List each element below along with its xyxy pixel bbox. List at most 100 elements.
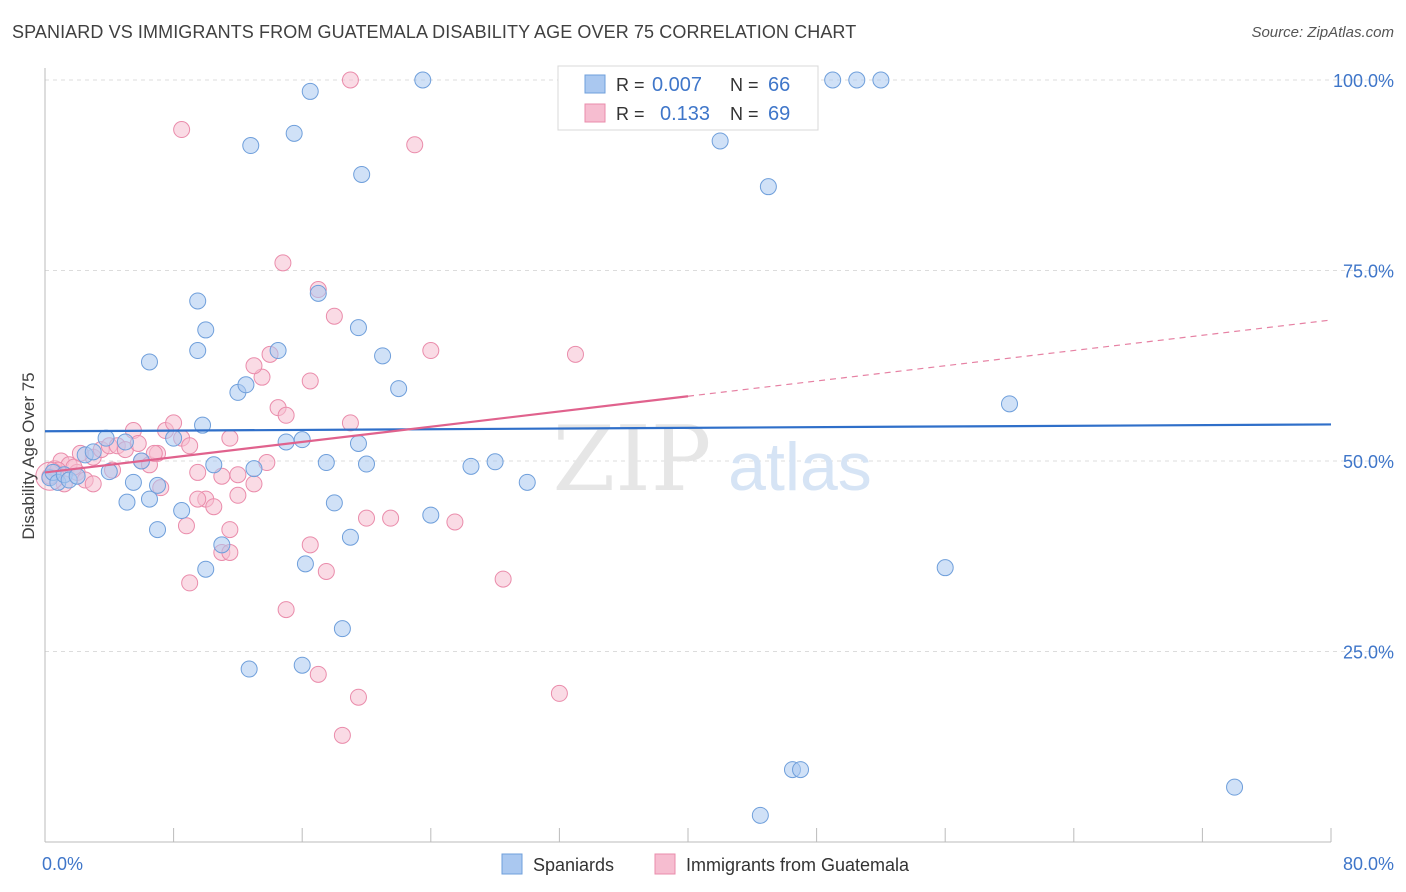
spaniard-point: [118, 493, 136, 511]
spaniard-point: [374, 347, 392, 365]
bottom-legend-spaniards: Spaniards: [533, 855, 614, 875]
spaniard-point: [414, 71, 432, 89]
guatemala-point: [277, 601, 295, 619]
spaniard-point: [422, 506, 440, 524]
watermark: ZIP atlas: [553, 407, 872, 512]
spaniard-point: [349, 434, 367, 452]
guatemala-point: [205, 498, 223, 516]
spaniard-point: [269, 342, 287, 360]
spaniard-point: [792, 761, 810, 779]
spaniard-point: [333, 620, 351, 638]
legend-n-label-1: N =: [730, 75, 759, 95]
y-tick-label: 50.0%: [1343, 452, 1394, 472]
legend-r-value-1: 0.007: [652, 74, 702, 96]
guatemala-point: [245, 475, 263, 493]
correlation-legend: R = 0.007 N = 66 R = 0.133 N = 69: [557, 65, 819, 131]
bottom-legend-swatch-pink: [654, 853, 676, 875]
spaniard-point: [242, 137, 260, 155]
spaniard-point: [277, 433, 295, 451]
guatemala-point: [221, 429, 239, 447]
spaniard-point: [341, 528, 359, 546]
spaniard-point: [124, 473, 142, 491]
spaniard-point: [140, 490, 158, 508]
spaniard-point: [194, 416, 212, 434]
guatemala-point: [145, 444, 163, 462]
guatemala-point: [229, 486, 247, 504]
legend-swatch-blue: [584, 74, 606, 94]
spaniard-point: [173, 502, 191, 520]
guatemala-point: [245, 357, 263, 375]
y-tick-label: 25.0%: [1343, 643, 1394, 663]
guatemala-point: [181, 437, 199, 455]
spaniard-point: [189, 292, 207, 310]
spaniard-point: [353, 165, 371, 183]
spaniard-point: [301, 82, 319, 100]
guatemala-point: [550, 684, 568, 702]
legend-n-label-2: N =: [730, 104, 759, 124]
spaniard-point: [872, 71, 890, 89]
spaniard-point: [293, 431, 311, 449]
source-label: Source: ZipAtlas.com: [1251, 24, 1394, 41]
guatemala-point: [301, 372, 319, 390]
legend-n-value-1: 66: [768, 74, 790, 96]
spaniard-point: [84, 443, 102, 461]
guatemala-point: [181, 574, 199, 592]
guatemala-trend-line: [44, 395, 689, 474]
spaniard-point: [824, 71, 842, 89]
guatemala-point: [84, 475, 102, 493]
spaniard-point: [711, 132, 729, 150]
guatemala-point: [349, 688, 367, 706]
spaniard-point: [149, 476, 167, 494]
legend-n-value-2: 69: [768, 103, 790, 125]
guatemala-point: [406, 136, 424, 154]
x-tick-label: 0.0%: [42, 854, 83, 874]
guatemala-point: [317, 562, 335, 580]
spaniard-point: [116, 433, 134, 451]
spaniard-point: [205, 456, 223, 474]
x-tick-label: 80.0%: [1343, 854, 1394, 874]
chart-title: SPANIARD VS IMMIGRANTS FROM GUATEMALA DI…: [12, 22, 857, 42]
legend-swatch-pink: [584, 103, 606, 123]
spaniard-point: [936, 559, 954, 577]
spaniard-point: [296, 555, 314, 573]
guatemala-point: [277, 406, 295, 424]
y-tick-label: 75.0%: [1343, 262, 1394, 282]
spaniard-point: [237, 376, 255, 394]
spaniard-point: [462, 457, 480, 475]
legend-r-label-2: R =: [616, 104, 645, 124]
spaniard-point: [293, 656, 311, 674]
spaniard-point: [165, 429, 183, 447]
watermark-atlas: atlas: [728, 429, 872, 505]
spaniard-point: [197, 321, 215, 339]
guatemala-point: [189, 463, 207, 481]
guatemala-point: [325, 307, 343, 325]
guatemala-point: [341, 71, 359, 89]
guatemala-point: [566, 345, 584, 363]
spaniard-point: [751, 806, 769, 824]
guatemala-trend-extension: [687, 319, 1332, 397]
spaniard-point: [1226, 778, 1244, 796]
guatemala-point: [341, 414, 359, 432]
spaniard-point: [309, 284, 327, 302]
guatemala-point: [221, 521, 239, 539]
spaniard-point: [518, 473, 536, 491]
guatemala-point: [446, 513, 464, 531]
spaniards-trend-line: [44, 423, 1332, 433]
axes: 25.0% 50.0% 75.0% 100.0% 0.0% 80.0%: [42, 68, 1394, 874]
blue-series-points: [41, 71, 1244, 824]
spaniard-point: [285, 124, 303, 142]
guatemala-point: [177, 517, 195, 535]
legend-r-value-2: 0.133: [660, 103, 710, 125]
bottom-legend-swatch-blue: [501, 853, 523, 875]
spaniard-point: [317, 454, 335, 472]
watermark-zip: ZIP: [553, 407, 712, 512]
y-tick-label: 100.0%: [1333, 71, 1394, 91]
guatemala-point: [229, 466, 247, 484]
bottom-legend-guatemala: Immigrants from Guatemala: [686, 855, 910, 875]
guatemala-point: [309, 665, 327, 683]
y-axis-label: Disability Age Over 75: [19, 372, 38, 539]
guatemala-point: [333, 726, 351, 744]
spaniard-point: [68, 467, 86, 485]
guatemala-point: [173, 121, 191, 139]
